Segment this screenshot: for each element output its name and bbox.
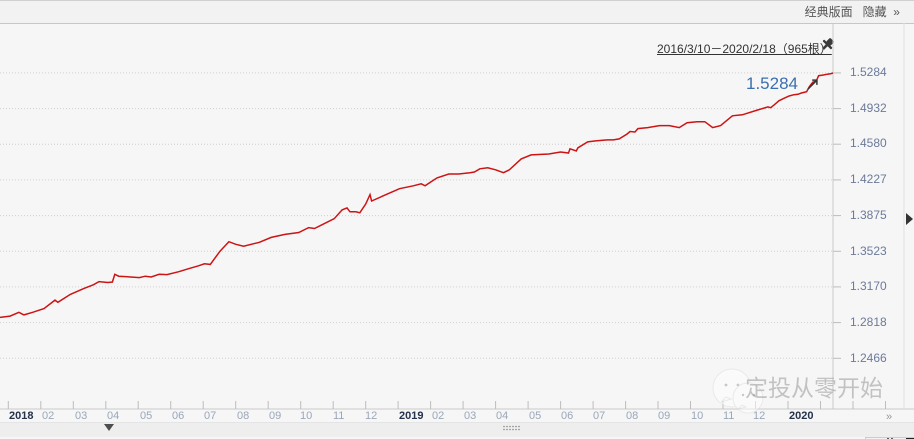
svg-text:↗: ↗ — [805, 74, 820, 94]
svg-text:1.5284: 1.5284 — [746, 74, 798, 93]
